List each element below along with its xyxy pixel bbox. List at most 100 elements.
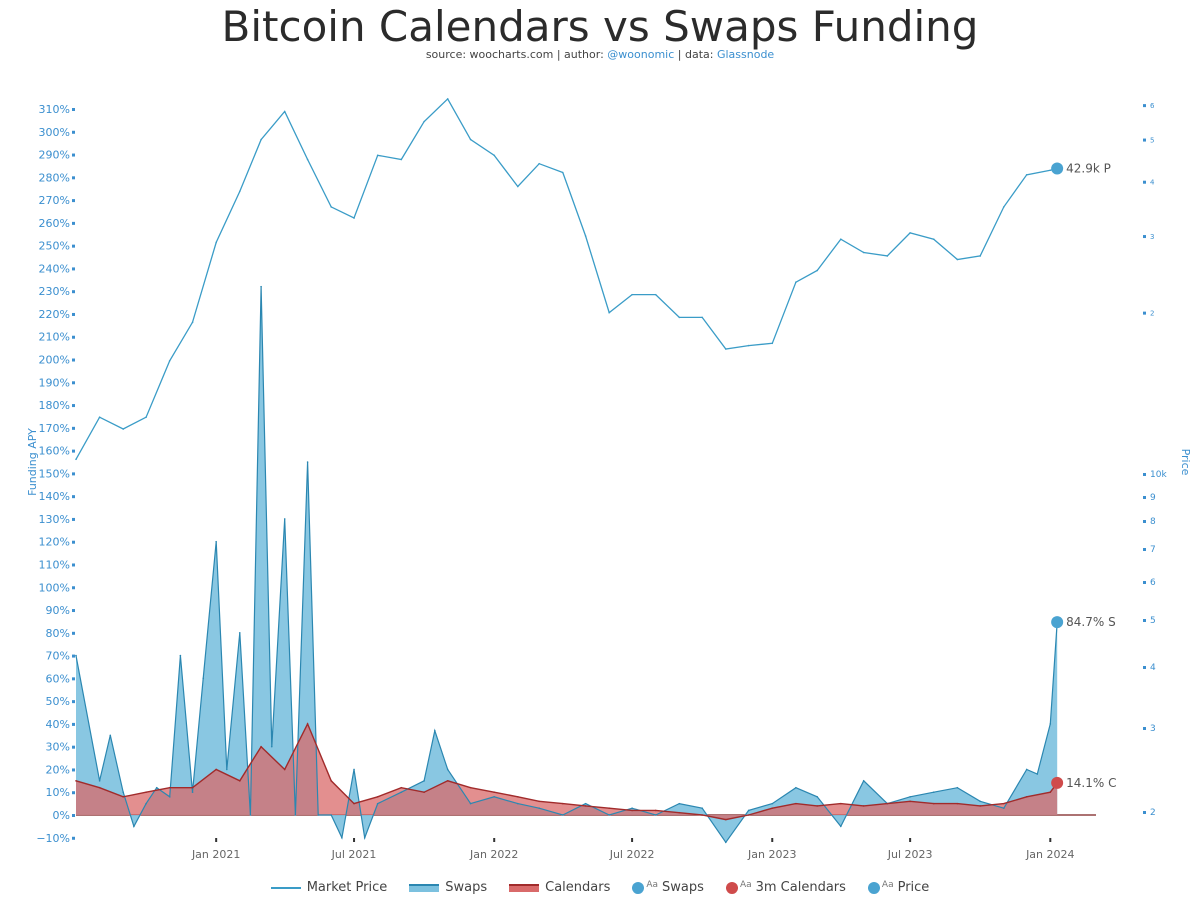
left-tick-mark: [72, 791, 75, 795]
calendars-point: [1025, 795, 1028, 798]
market-price-swatch: [270, 886, 301, 889]
swaps-point: [862, 780, 865, 782]
left-tick-mark: [72, 290, 75, 294]
right-axis: 6 5 4 3 2 10k 9 8 7 6 5 4 3 2: [1143, 102, 1167, 818]
x-tick-mark: [353, 838, 356, 842]
swaps-point: [956, 786, 959, 789]
legend-item-market-price[interactable]: Market Price: [270, 880, 387, 895]
swaps-point: [363, 836, 366, 839]
legend-label-calendars: Calendars: [545, 880, 611, 895]
legend-item-swaps-label[interactable]: Aa Swaps: [632, 880, 704, 895]
x-tick-label: Jul 2021: [331, 848, 377, 861]
legend-item-swaps[interactable]: Swaps: [409, 880, 487, 895]
right-tick-mark: [1143, 520, 1146, 523]
left-tick-label: 180%: [39, 399, 70, 412]
x-tick-mark: [771, 838, 774, 842]
calendars-point: [701, 814, 703, 816]
price-point: [678, 316, 681, 319]
swaps-point: [98, 780, 101, 782]
calendars-point: [306, 723, 309, 725]
right-tick-label: 4: [1150, 663, 1156, 673]
text-label-icon: Aa: [739, 879, 752, 890]
swaps-point: [270, 745, 273, 748]
price-point: [538, 162, 540, 165]
legend-item-calendars[interactable]: Calendars: [509, 880, 610, 895]
left-tick-mark: [72, 153, 75, 157]
legend-item-calendars-label[interactable]: Aa 3m Calendars: [725, 879, 846, 895]
price-point: [400, 158, 403, 161]
price-point: [98, 416, 101, 418]
calendars-line: [75, 722, 1058, 821]
swaps-point: [1003, 807, 1005, 809]
left-tick-label: 150%: [39, 467, 70, 480]
swaps-last-label: 84.7% S: [1066, 615, 1116, 629]
calendars-point: [98, 786, 101, 789]
right-tick-label: 7: [1150, 545, 1156, 555]
left-axis: 310% 300% 290% 280% 270% 260% 250% 240% 230% 220%…: [36, 103, 75, 845]
right-tick-mark: [1143, 548, 1146, 551]
calendars-point: [75, 780, 77, 782]
swaps-line: [75, 286, 1058, 844]
calendars-point: [260, 745, 262, 748]
left-tick-label: 100%: [39, 581, 70, 594]
price-last-dot: [1051, 162, 1064, 175]
price-point: [75, 458, 77, 461]
left-tick-label: −10%: [36, 832, 70, 845]
right-tick-label: 2: [1150, 808, 1156, 818]
x-tick-label: Jul 2022: [609, 848, 655, 861]
left-tick-mark: [72, 381, 75, 385]
calendars-point: [215, 768, 217, 771]
chart-subtitle: source: woocharts.com | author: @woonomi…: [0, 48, 1200, 61]
market-price-line: [75, 97, 1058, 460]
swaps-point: [584, 802, 587, 805]
data-source-link[interactable]: Glassnode: [716, 48, 775, 61]
swaps-point: [979, 800, 982, 803]
swaps-point: [376, 802, 379, 805]
left-tick-mark: [72, 472, 75, 476]
text-label-icon: Aa: [881, 879, 894, 890]
right-tick-label: 4: [1150, 179, 1155, 187]
calendars-point: [909, 800, 911, 803]
right-tick-label: 3: [1150, 233, 1154, 241]
left-tick-mark: [72, 814, 75, 817]
price-point: [816, 269, 818, 272]
right-tick-mark: [1143, 138, 1146, 142]
plot-area: 42.9k P 84.7% S 14.1% C: [75, 97, 1116, 844]
price-point: [191, 321, 194, 324]
left-tick-mark: [72, 221, 75, 225]
left-tick-label: 310%: [39, 103, 70, 116]
price-point: [724, 348, 727, 350]
swaps-point: [816, 795, 818, 798]
calendars-point: [608, 807, 611, 809]
swaps-point: [155, 786, 158, 789]
author-link[interactable]: @woonomic: [607, 48, 675, 61]
calendars-point: [330, 780, 332, 782]
calendars-point: [283, 768, 286, 771]
left-tick-mark: [72, 449, 75, 453]
calendars-point: [469, 786, 472, 789]
right-axis-title: Price: [1179, 449, 1192, 476]
legend-label-price-annotation: Price: [897, 880, 930, 895]
legend-item-price-label[interactable]: Aa Price: [867, 879, 930, 895]
right-tick-mark: [1143, 727, 1146, 730]
calendars-point: [979, 805, 982, 807]
calendars-point: [517, 795, 519, 798]
left-tick-label: 10%: [46, 786, 70, 799]
legend-label-swaps-annotation: Swaps: [662, 880, 704, 895]
x-tick-mark: [493, 838, 496, 842]
swaps-point: [249, 814, 252, 816]
calendars-dot-icon: [725, 881, 738, 894]
swaps-dot-icon: [632, 881, 645, 894]
text-label-icon: Aa: [646, 879, 659, 890]
left-tick-mark: [72, 540, 75, 544]
swaps-point: [330, 814, 332, 816]
right-tick-mark: [1143, 811, 1146, 814]
left-tick-mark: [72, 312, 75, 316]
swaps-point: [133, 825, 135, 828]
swaps-point: [294, 814, 297, 816]
swaps-point: [538, 807, 540, 809]
price-point: [956, 258, 959, 261]
swaps-point: [283, 518, 286, 520]
calendars-point: [724, 818, 727, 821]
left-tick-mark: [72, 722, 75, 726]
